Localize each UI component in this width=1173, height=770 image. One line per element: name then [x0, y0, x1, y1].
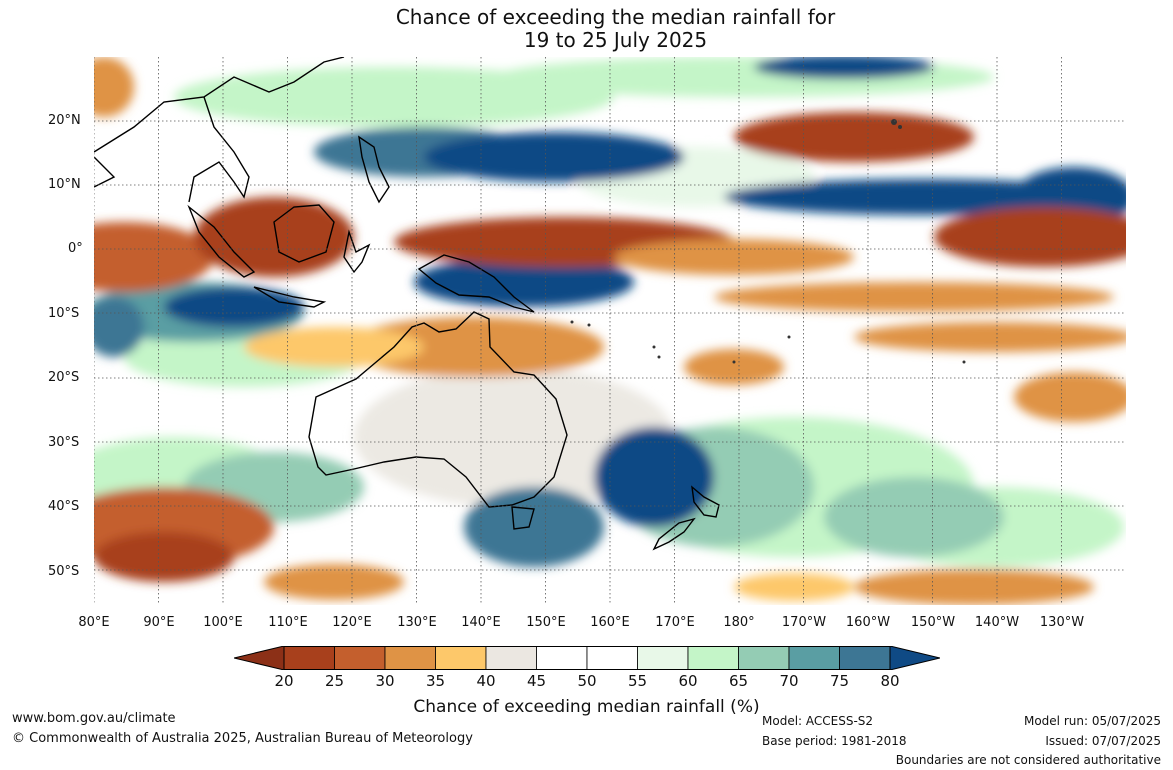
map-title-line1: Chance of exceeding the median rainfall … — [395, 5, 836, 29]
lon-label-120e: 120°E — [332, 615, 372, 630]
colorbar-cell — [687, 646, 739, 670]
colorbar-cell — [637, 646, 689, 670]
colorbar-cell — [788, 646, 840, 670]
lon-label-140w: 140°W — [974, 615, 1020, 630]
lon-label-150e: 150°E — [526, 615, 566, 630]
issued-text: Issued: 07/07/2025 — [1045, 734, 1161, 748]
colorbar-cap-high — [889, 646, 940, 670]
colorbar-cap-low — [234, 646, 285, 670]
colorbar-cell — [485, 646, 537, 670]
lon-label-160w: 160°W — [845, 615, 891, 630]
colorbar-cell — [839, 646, 891, 670]
colorbar-tick-label: 45 — [526, 672, 547, 690]
model-run-text: Model run: 05/07/2025 — [1023, 714, 1161, 728]
lat-label-50s: 50°S — [48, 564, 80, 579]
lon-label-150w: 150°W — [910, 615, 956, 630]
colorbar — [234, 646, 940, 670]
colorbar-cell — [586, 646, 638, 670]
lon-label-170w: 170°W — [781, 615, 827, 630]
lon-label-130w: 130°W — [1039, 615, 1085, 630]
lon-label-140e: 140°E — [461, 615, 501, 630]
copyright-text: © Commonwealth of Australia 2025, Austra… — [12, 731, 473, 746]
lon-label-110e: 110°E — [268, 615, 308, 630]
colorbar-cell — [384, 646, 436, 670]
lon-label-160e: 160°E — [590, 615, 630, 630]
map-title-line2: 19 to 25 July 2025 — [523, 28, 708, 52]
model-text: Model: ACCESS-S2 — [762, 714, 874, 728]
website-text: www.bom.gov.au/climate — [12, 711, 176, 726]
lat-label-30s: 30°S — [48, 435, 80, 450]
colorbar-tick-label: 75 — [829, 672, 850, 690]
colorbar-tick-label: 30 — [375, 672, 395, 690]
lon-label-100e: 100°E — [203, 615, 243, 630]
colorbar-cell — [334, 646, 386, 670]
colorbar-tick-label: 80 — [880, 672, 900, 690]
lon-label-80e: 80°E — [78, 615, 110, 630]
base-period-text: Base period: 1981-2018 — [762, 734, 907, 748]
colorbar-tick-label: 20 — [274, 672, 294, 690]
colorbar-label: Chance of exceeding median rainfall (%) — [413, 697, 760, 717]
lat-label-20s: 20°S — [48, 370, 80, 385]
lat-label-40s: 40°S — [48, 499, 80, 514]
lon-label-180: 180° — [723, 615, 755, 630]
colorbar-cell — [283, 646, 335, 670]
colorbar-tick-label: 25 — [324, 672, 345, 690]
colorbar-tick-label: 70 — [779, 672, 799, 690]
colorbar-tick-label: 50 — [577, 672, 597, 690]
lon-label-130e: 130°E — [397, 615, 437, 630]
lon-label-170e: 170°E — [655, 615, 695, 630]
colorbar-cell — [738, 646, 790, 670]
colorbar-tick-label: 35 — [425, 672, 446, 690]
lon-label-90e: 90°E — [143, 615, 175, 630]
colorbar-tick-label: 65 — [728, 672, 749, 690]
colorbar-tick-label: 40 — [476, 672, 496, 690]
lat-label-0: 0° — [68, 241, 83, 256]
colorbar-tick-label: 60 — [678, 672, 698, 690]
colorbar-cell — [435, 646, 487, 670]
lat-label-10n: 10°N — [48, 177, 81, 192]
disclaimer-text: Boundaries are not considered authoritat… — [895, 753, 1161, 767]
colorbar-tick-label: 55 — [627, 672, 648, 690]
lat-label-10s: 10°S — [48, 306, 80, 321]
rainfall-map — [94, 57, 1126, 605]
lat-label-20n: 20°N — [48, 113, 81, 128]
colorbar-cell — [536, 646, 588, 670]
